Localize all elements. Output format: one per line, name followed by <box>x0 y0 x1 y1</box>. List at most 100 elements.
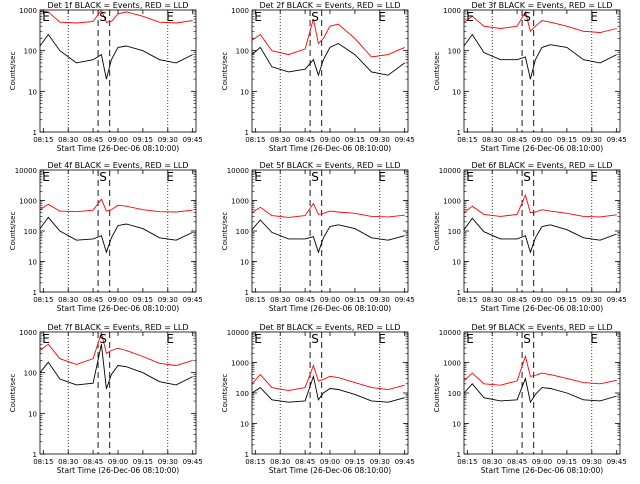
x-axis-label: Start Time (26-Dec-06 08:10:00) <box>57 144 179 153</box>
y-axis-label: Counts/sec <box>433 212 441 251</box>
y-tick-label: 1000 <box>19 198 37 206</box>
plot-frame <box>251 331 409 455</box>
plot-frame <box>463 169 621 293</box>
y-tick-label: 10 <box>28 259 37 267</box>
series-line <box>251 219 405 254</box>
x-tick-label: 08:45 <box>83 136 103 144</box>
segment-marker: E <box>378 170 386 184</box>
plot-frame <box>463 331 621 455</box>
panel-5: Det 5f BLACK = Events, RED = LLD 08:15 08:… <box>221 161 415 313</box>
x-tick-label: 09:15 <box>133 458 153 466</box>
y-axis-label: Counts/sec <box>221 374 229 413</box>
x-tick-label: 08:30 <box>482 136 502 144</box>
segment-marker: E <box>254 332 262 346</box>
x-tick-label: 09:15 <box>133 136 153 144</box>
x-tick-label: 09:00 <box>320 136 340 144</box>
series-line <box>463 10 617 33</box>
x-tick-label: 08:30 <box>482 296 502 304</box>
plot-frame <box>39 169 197 293</box>
x-tick-label: 09:00 <box>108 136 128 144</box>
segment-marker: E <box>466 10 474 24</box>
panel-8: Det 8f BLACK = Events, RED = LLD 08:15 08:… <box>221 323 415 475</box>
plot-frame <box>39 9 197 133</box>
y-tick-label: 100 <box>236 228 249 236</box>
segment-marker: S <box>523 170 531 184</box>
segment-marker: S <box>99 10 107 24</box>
series-line <box>39 331 193 366</box>
x-tick-label: 09:45 <box>395 136 415 144</box>
y-tick-label: 1 <box>457 289 461 297</box>
x-tick-label: 09:30 <box>370 136 390 144</box>
series-line <box>463 354 617 386</box>
x-tick-label: 09:15 <box>345 458 365 466</box>
segment-marker: S <box>311 170 319 184</box>
y-tick-label: 1000 <box>443 360 461 368</box>
y-tick-label: 1 <box>33 129 37 137</box>
x-tick-label: 09:15 <box>557 296 577 304</box>
y-tick-label: 100 <box>24 228 37 236</box>
y-tick-label: 100 <box>24 48 37 56</box>
series-line <box>39 198 193 213</box>
x-tick-label: 08:15 <box>245 136 265 144</box>
x-tick-label: 09:45 <box>183 136 203 144</box>
segment-marker: E <box>590 332 598 346</box>
x-tick-label: 09:45 <box>395 458 415 466</box>
x-tick-label: 08:45 <box>507 296 527 304</box>
panel-3: Det 3f BLACK = Events, RED = LLD 08:15 08:… <box>433 1 627 153</box>
x-axis-label: Start Time (26-Dec-06 08:10:00) <box>57 304 179 313</box>
x-tick-label: 09:30 <box>370 458 390 466</box>
x-tick-label: 09:15 <box>557 458 577 466</box>
series-line <box>39 9 193 24</box>
y-tick-label: 1 <box>33 451 37 459</box>
panel-9: Det 9f BLACK = Events, RED = LLD 08:15 08:… <box>433 323 627 475</box>
y-axis-label: Counts/sec <box>9 212 17 251</box>
y-axis-label: Counts/sec <box>433 374 441 413</box>
x-tick-label: 08:45 <box>83 296 103 304</box>
series-line <box>251 364 405 392</box>
panel-7: Det 7f BLACK = Events, RED = LLD 08:15 08:… <box>9 323 203 475</box>
y-tick-label: 1 <box>245 289 249 297</box>
x-tick-label: 09:45 <box>183 296 203 304</box>
series-line <box>251 374 405 403</box>
x-tick-label: 09:45 <box>607 296 627 304</box>
x-axis-label: Start Time (26-Dec-06 08:10:00) <box>269 466 391 475</box>
x-tick-label: 08:15 <box>33 136 53 144</box>
x-tick-label: 09:45 <box>395 296 415 304</box>
x-tick-label: 08:45 <box>507 136 527 144</box>
y-tick-label: 1000 <box>231 198 249 206</box>
series-line <box>251 18 405 58</box>
y-tick-label: 10 <box>452 259 461 267</box>
series-line <box>251 202 405 218</box>
x-tick-label: 09:00 <box>320 296 340 304</box>
chart-title: Det 8f BLACK = Events, RED = LLD <box>259 323 400 332</box>
segment-marker: E <box>590 10 598 24</box>
panel-4: Det 4f BLACK = Events, RED = LLD 08:15 08:… <box>9 161 203 313</box>
segment-marker: E <box>42 332 50 346</box>
x-tick-label: 08:45 <box>507 458 527 466</box>
x-tick-label: 08:15 <box>33 458 53 466</box>
x-tick-label: 09:15 <box>557 136 577 144</box>
segment-marker: E <box>166 332 174 346</box>
y-axis-label: Counts/sec <box>9 374 17 413</box>
x-tick-label: 08:45 <box>295 296 315 304</box>
y-tick-label: 100 <box>24 370 37 378</box>
y-tick-label: 10000 <box>439 167 461 175</box>
segment-marker: E <box>166 10 174 24</box>
x-axis-label: Start Time (26-Dec-06 08:10:00) <box>269 144 391 153</box>
x-tick-label: 08:45 <box>295 136 315 144</box>
y-axis-label: Counts/sec <box>9 52 17 91</box>
y-tick-label: 100 <box>236 390 249 398</box>
segment-marker: E <box>378 332 386 346</box>
chart-title: Det 4f BLACK = Events, RED = LLD <box>47 161 188 170</box>
x-tick-label: 08:45 <box>295 458 315 466</box>
y-tick-label: 10000 <box>227 329 249 337</box>
y-axis-label: Counts/sec <box>433 52 441 91</box>
y-tick-label: 1 <box>33 289 37 297</box>
x-tick-label: 09:45 <box>183 458 203 466</box>
x-tick-label: 08:15 <box>245 296 265 304</box>
x-tick-label: 09:00 <box>320 458 340 466</box>
x-tick-label: 09:00 <box>532 136 552 144</box>
x-axis-label: Start Time (26-Dec-06 08:10:00) <box>57 466 179 475</box>
chart-title: Det 5f BLACK = Events, RED = LLD <box>259 161 400 170</box>
